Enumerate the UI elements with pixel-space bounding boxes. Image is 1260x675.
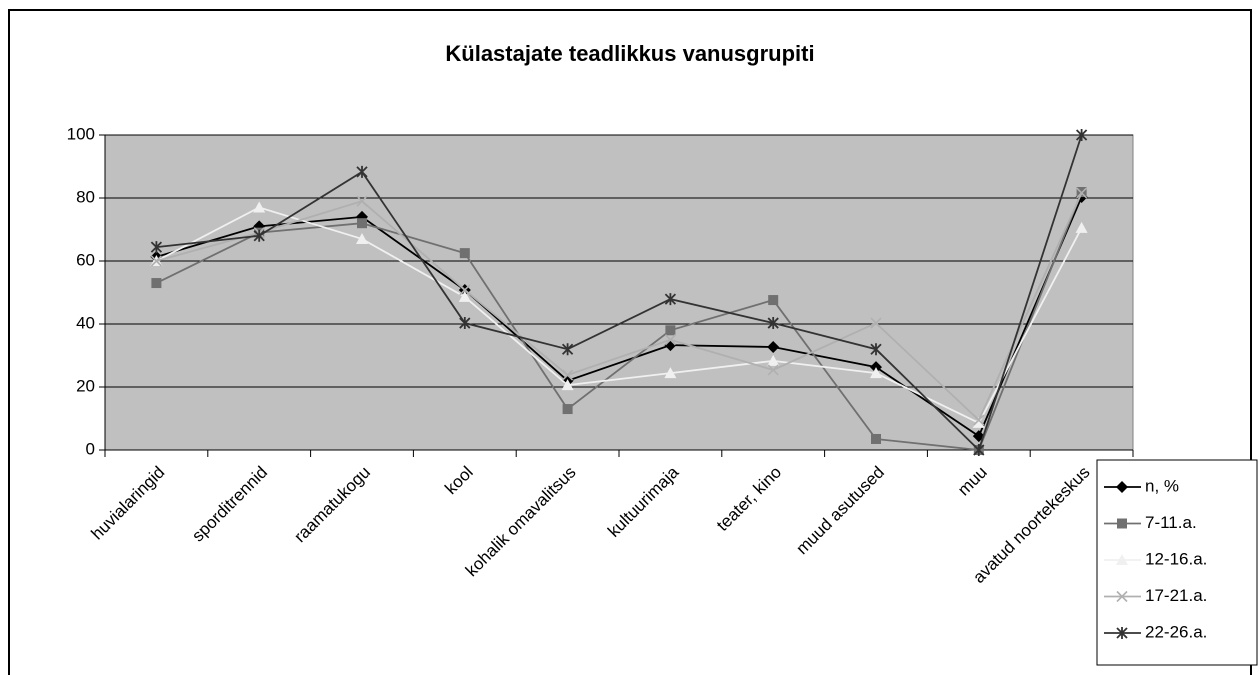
marker <box>459 317 471 330</box>
marker <box>1075 129 1088 141</box>
marker <box>356 232 368 244</box>
marker <box>973 414 985 426</box>
legend-marker <box>1116 554 1128 565</box>
legend-label: 7-11.a. <box>1145 513 1197 532</box>
marker <box>767 354 780 366</box>
series-line <box>155 206 1083 425</box>
marker <box>253 229 265 242</box>
marker <box>562 369 574 381</box>
marker <box>665 325 676 336</box>
marker <box>664 293 677 306</box>
marker <box>870 343 882 356</box>
legend-label: n, % <box>1145 476 1179 495</box>
marker <box>561 343 574 356</box>
marker <box>1076 187 1088 199</box>
y-tick-label: 40 <box>76 313 95 332</box>
marker <box>562 404 573 415</box>
y-tick-label: 100 <box>67 124 95 143</box>
marker <box>1075 221 1088 233</box>
y-tick-label: 80 <box>76 187 95 206</box>
marker <box>767 317 779 330</box>
marker <box>664 367 677 379</box>
series-line <box>156 191 1083 451</box>
legend-marker <box>1116 627 1128 639</box>
marker <box>356 165 368 178</box>
marker <box>870 317 882 329</box>
marker <box>871 433 881 444</box>
marker <box>253 201 266 213</box>
marker <box>972 416 985 428</box>
legend-label: 22-26.a. <box>1145 622 1207 641</box>
marker <box>151 278 162 289</box>
legend-marker <box>1116 481 1128 493</box>
marker <box>664 334 676 346</box>
marker <box>561 379 574 391</box>
series-line <box>156 196 1083 438</box>
chart-title: Külastajate teadlikkus vanusgrupiti <box>445 41 814 66</box>
marker <box>870 367 882 379</box>
marker <box>767 340 780 353</box>
legend-marker <box>1117 518 1127 529</box>
marker <box>973 444 985 456</box>
plot-area <box>104 134 1134 451</box>
marker <box>768 295 779 306</box>
y-tick-label: 60 <box>76 250 95 269</box>
marker <box>150 241 163 254</box>
legend-label: 12-16.a. <box>1145 549 1207 568</box>
series-line <box>156 192 1083 422</box>
marker <box>767 364 779 376</box>
series-line <box>156 134 1083 452</box>
legend-label: 17-21.a. <box>1145 586 1207 605</box>
marker <box>150 255 162 267</box>
marker <box>357 218 367 229</box>
marker <box>459 248 470 259</box>
y-tick-label: 20 <box>76 376 95 395</box>
legend-marker <box>1116 590 1128 603</box>
marker <box>356 195 368 207</box>
y-tick-label: 0 <box>86 439 95 458</box>
marker <box>458 290 471 302</box>
marker <box>459 284 471 296</box>
